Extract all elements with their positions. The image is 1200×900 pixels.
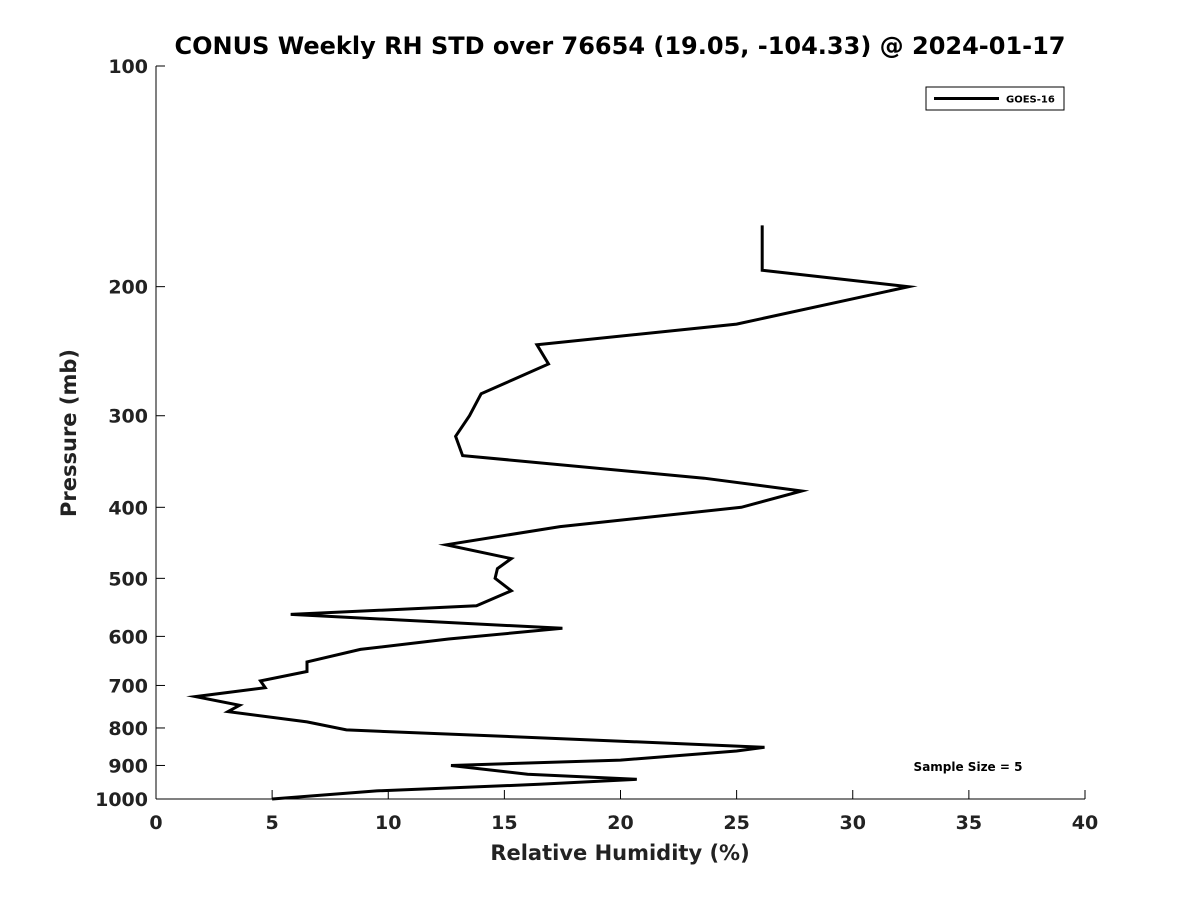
y-tick-label-3: 400 [108,497,148,519]
y-tick-label-5: 600 [108,626,148,648]
x-tick-label-3: 15 [491,812,517,834]
y-tick-label-4: 500 [108,568,148,590]
x-tick-label-1: 5 [266,812,279,834]
y-tick-label-6: 700 [108,675,148,697]
sample-size-annotation: Sample Size = 5 [914,760,1023,774]
y-tick-label-9: 1000 [95,789,148,811]
chart-title: CONUS Weekly RH STD over 76654 (19.05, -… [174,32,1065,60]
y-axis-label: Pressure (mb) [57,349,81,517]
legend-label-goes16: GOES-16 [1006,95,1055,106]
y-tick-label-1: 200 [108,277,148,299]
x-tick-label-7: 35 [956,812,982,834]
x-tick-label-5: 25 [723,812,749,834]
y-tick-label-8: 900 [108,755,148,777]
legend: GOES-16 [925,86,1065,111]
x-tick-label-2: 10 [375,812,401,834]
x-tick-label-4: 20 [607,812,633,834]
y-tick-label-2: 300 [108,406,148,428]
x-tick-label-0: 0 [149,812,162,834]
y-tick-label-0: 100 [108,56,148,78]
x-tick-label-8: 40 [1072,812,1098,834]
x-axis-label: Relative Humidity (%) [490,841,749,865]
y-tick-label-7: 800 [108,718,148,740]
plot-area: 0 5 10 15 20 25 30 35 40 100 200 300 400 500 600 700 800… [95,56,1098,834]
x-tick-label-6: 30 [840,812,866,834]
